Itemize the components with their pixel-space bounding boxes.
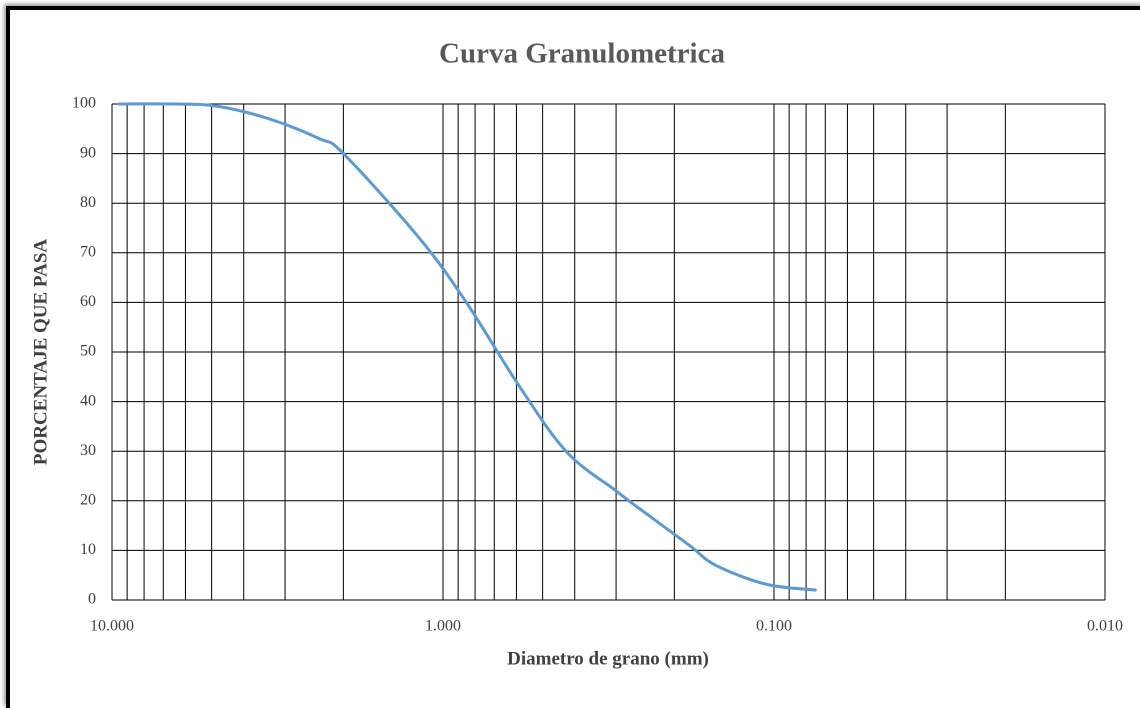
y-tick-label: 70 — [80, 243, 96, 260]
chart-title: Curva Granulometrica — [439, 38, 725, 70]
y-tick-label: 30 — [80, 442, 96, 459]
y-tick-label: 20 — [80, 491, 96, 508]
y-tick-label: 10 — [80, 541, 96, 558]
x-tick-label: 0.010 — [1087, 618, 1123, 635]
y-tick-label: 0 — [88, 591, 96, 608]
x-tick-label: 1.000 — [425, 618, 461, 635]
y-tick-label: 40 — [80, 392, 96, 409]
chart-frame — [6, 6, 1140, 708]
y-axis-label: PORCENTAJE QUE PASA — [30, 239, 51, 466]
data-line — [117, 102, 817, 592]
y-tick-label: 80 — [80, 194, 96, 211]
y-tick-label: 100 — [72, 95, 96, 112]
x-tick-label: 10.000 — [90, 618, 134, 635]
y-tick-label: 50 — [80, 343, 96, 360]
x-axis-label: Diametro de grano (mm) — [507, 648, 709, 669]
x-tick-label: 0.100 — [756, 618, 792, 635]
y-tick-label: 60 — [80, 293, 96, 310]
y-tick-label: 90 — [80, 144, 96, 161]
